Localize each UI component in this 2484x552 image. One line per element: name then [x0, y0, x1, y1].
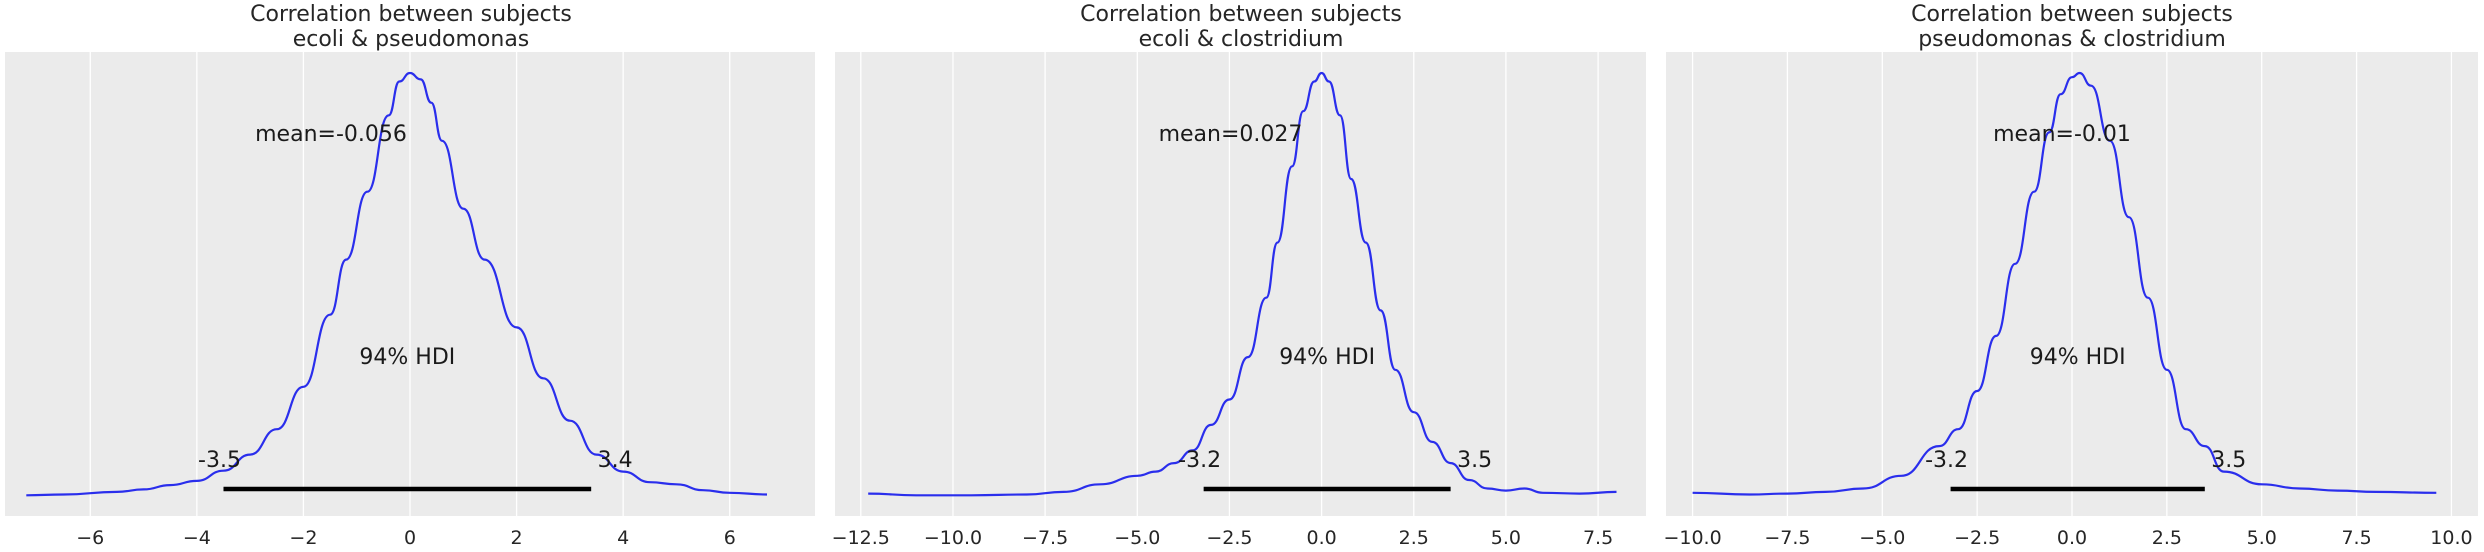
- mean-label: mean=-0.01: [1993, 122, 2131, 147]
- x-tick-label: 0: [404, 527, 416, 549]
- title-line-main: Correlation between subjects: [1080, 2, 1402, 27]
- x-tick-label: 10.0: [2430, 527, 2472, 549]
- x-tick-label: 5.0: [1491, 527, 1521, 549]
- x-tick-label: 2.5: [1399, 527, 1429, 549]
- plot-background: [835, 52, 1646, 516]
- posterior-panel-ecoli-clostridium: Correlation between subjects ecoli & clos…: [830, 0, 1652, 552]
- plot-area: −6 −4 −2 0 2 4 6 -3.5 3.4 mean=-0.056 94% HDI: [5, 52, 815, 549]
- chart-title: Correlation between subjects ecoli & clos…: [830, 2, 1652, 52]
- x-tick-label: 7.5: [1583, 527, 1613, 549]
- x-tick-label: 0.0: [1306, 527, 1336, 549]
- title-line-pair: ecoli & pseudomonas: [292, 27, 530, 52]
- chart-title: Correlation between subjects ecoli & pseu…: [0, 2, 822, 52]
- plot-area: −10.0 −7.5 −5.0 −2.5 0.0 2.5 5.0 7.5 10.0 -3.2 3.5…: [1663, 52, 2478, 549]
- x-tick-label: 2: [511, 527, 523, 549]
- x-tick-label: −2: [289, 527, 317, 549]
- hdi-upper-label: 3.5: [1457, 448, 1492, 473]
- hdi-label: 94% HDI: [1279, 345, 1375, 370]
- x-tick-label: −10.0: [924, 527, 982, 549]
- x-tick-label: −7.5: [1022, 527, 1068, 549]
- x-tick-label: 2.5: [2152, 527, 2182, 549]
- posterior-density-curve: [26, 71, 768, 497]
- mean-label: mean=0.027: [1159, 122, 1303, 147]
- x-tick-label: −10.0: [1663, 527, 1721, 549]
- x-tick-label: −2.5: [1206, 527, 1252, 549]
- title-line-pair: pseudomonas & clostridium: [1918, 27, 2226, 52]
- x-tick-label: −12.5: [832, 527, 890, 549]
- posterior-panel-ecoli-pseudomonas: Correlation between subjects ecoli & pseu…: [0, 0, 822, 552]
- hdi-lower-label: -3.2: [1925, 448, 1968, 473]
- x-tick-label: −5.0: [1859, 527, 1905, 549]
- plot-area: −12.5 −10.0 −7.5 −5.0 −2.5 0.0 2.5 5.0 7.5 -3.2 3.…: [832, 52, 1646, 549]
- hdi-upper-label: 3.4: [598, 448, 633, 473]
- title-line-main: Correlation between subjects: [1911, 2, 2233, 27]
- hdi-upper-label: 3.5: [2211, 448, 2246, 473]
- posterior-density-curve: [868, 71, 1617, 497]
- hdi-label: 94% HDI: [359, 345, 455, 370]
- x-tick-label: −5.0: [1114, 527, 1160, 549]
- x-tick-label: −2.5: [1954, 527, 2000, 549]
- title-line-main: Correlation between subjects: [250, 2, 572, 27]
- x-tick-label: −7.5: [1764, 527, 1810, 549]
- x-tick-label: −6: [76, 527, 104, 549]
- x-tick-label: 7.5: [2341, 527, 2371, 549]
- x-tick-label: 4: [617, 527, 629, 549]
- x-tick-label: 5.0: [2247, 527, 2277, 549]
- hdi-label: 94% HDI: [2030, 345, 2126, 370]
- x-tick-label: −4: [183, 527, 211, 549]
- hdi-lower-label: -3.2: [1178, 448, 1221, 473]
- posterior-density-curve: [1692, 71, 2437, 496]
- mean-label: mean=-0.056: [255, 122, 407, 147]
- hdi-lower-label: -3.5: [198, 448, 241, 473]
- title-line-pair: ecoli & clostridium: [1138, 27, 1344, 52]
- chart-title: Correlation between subjects pseudomonas …: [1660, 2, 2484, 52]
- x-tick-label: 6: [724, 527, 736, 549]
- posterior-panel-pseudomonas-clostridium: Correlation between subjects pseudomonas …: [1660, 0, 2484, 552]
- x-tick-label: 0.0: [2057, 527, 2087, 549]
